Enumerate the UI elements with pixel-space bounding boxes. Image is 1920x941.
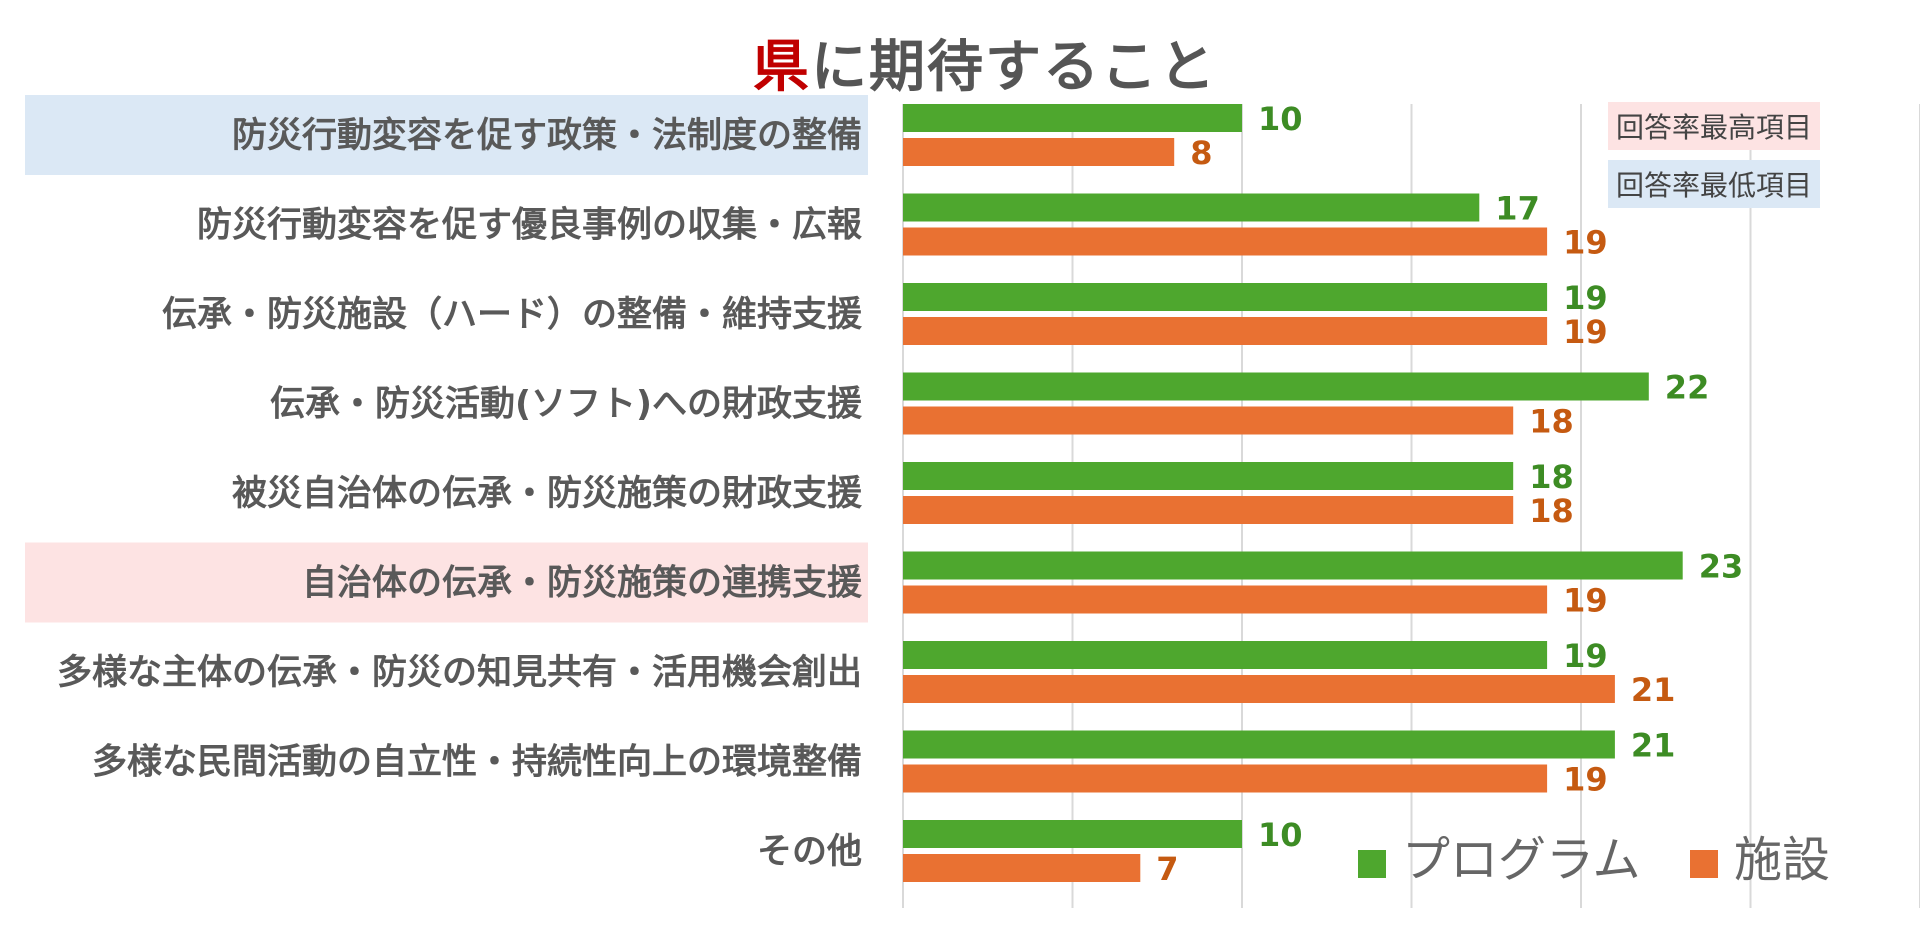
data-label: 10 [1258, 100, 1303, 138]
data-label: 17 [1495, 190, 1540, 228]
data-label: 21 [1631, 671, 1676, 709]
data-label: 19 [1563, 582, 1608, 620]
data-label: 19 [1563, 761, 1608, 799]
data-label: 23 [1699, 548, 1744, 586]
data-label: 19 [1563, 279, 1608, 317]
chart-title: 県に期待すること [0, 22, 1920, 103]
legend-swatch [1690, 850, 1718, 878]
lowest-item-highlight [25, 95, 868, 175]
facility-bar [903, 496, 1514, 524]
program-bar [903, 372, 1649, 401]
highest-item-legend-label: 回答率最高項目 [1616, 111, 1813, 144]
category-label: 多様な民間活動の自立性・持続性向上の環境整備 [92, 743, 862, 783]
program-bar [903, 193, 1480, 222]
data-label: 21 [1631, 727, 1676, 765]
facility-bar [903, 764, 1548, 793]
data-label: 19 [1563, 637, 1608, 675]
program-bar [903, 283, 1548, 311]
category-label: その他 [757, 832, 862, 872]
data-label: 7 [1156, 850, 1178, 888]
program-bar [903, 104, 1242, 132]
legend-label: 施設 [1734, 832, 1830, 888]
legend-swatch [1358, 850, 1386, 878]
lowest-item-legend-label: 回答率最低項目 [1616, 169, 1813, 202]
program-bar [903, 462, 1514, 490]
data-label: 10 [1258, 816, 1303, 854]
highest-item-legend: 回答率最高項目 [1608, 102, 1821, 150]
lowest-item-legend: 回答率最低項目 [1608, 160, 1821, 208]
highest-item-highlight [25, 542, 868, 623]
program-bar [903, 641, 1548, 669]
category-label: 被災自治体の伝承・防災施策の財政支援 [232, 474, 863, 514]
data-label: 18 [1529, 492, 1574, 530]
category-label: 防災行動変容を促す優良事例の収集・広報 [197, 205, 862, 246]
data-label: 18 [1529, 403, 1574, 441]
facility-bar [903, 138, 1175, 166]
program-bar [903, 730, 1615, 759]
program-bar [903, 551, 1683, 580]
facility-bar [903, 675, 1615, 703]
data-label: 19 [1563, 224, 1608, 262]
data-label: 19 [1563, 313, 1608, 351]
category-label: 防災行動変容を促す政策・法制度の整備 [232, 115, 862, 156]
data-label: 8 [1190, 134, 1212, 172]
facility-bar [903, 227, 1548, 256]
chart-title-accent: 県 [753, 35, 811, 100]
legend-label: プログラム [1402, 832, 1641, 888]
facility-bar [903, 585, 1548, 614]
program-bar [903, 820, 1242, 848]
data-label: 22 [1665, 369, 1710, 407]
facility-bar [903, 406, 1514, 435]
facility-bar [903, 317, 1548, 345]
category-label: 多様な主体の伝承・防災の知見共有・活用機会創出 [57, 653, 862, 693]
category-label: 伝承・防災活動(ソフト)への財政支援 [270, 385, 863, 425]
facility-bar [903, 854, 1141, 882]
category-label: 伝承・防災施設（ハード）の整備・維持支援 [162, 295, 863, 335]
category-label: 自治体の伝承・防災施策の連携支援 [302, 564, 863, 604]
data-label: 18 [1529, 458, 1574, 496]
chart-title-rest: に期待すること [811, 35, 1217, 100]
